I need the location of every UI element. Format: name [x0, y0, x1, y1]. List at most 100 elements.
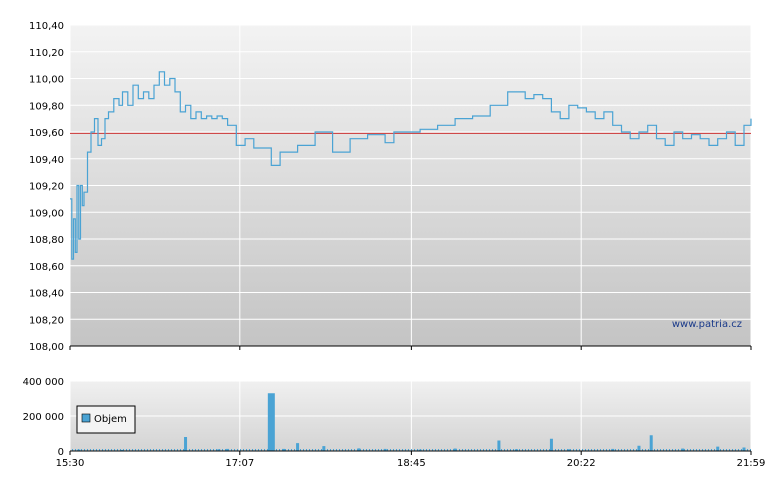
volume-bar-minor — [606, 449, 607, 451]
volume-bar-minor — [423, 449, 424, 451]
volume-bar-minor — [135, 449, 136, 451]
volume-bar — [567, 449, 571, 451]
volume-bar-minor — [489, 449, 490, 451]
volume-bar-minor — [354, 449, 355, 451]
volume-bar-minor — [294, 449, 295, 451]
volume-bar-minor — [543, 449, 544, 451]
volume-bar-minor — [321, 449, 322, 451]
volume-bar-minor — [336, 449, 337, 451]
volume-bar-minor — [177, 449, 178, 451]
volume-bar-minor — [597, 449, 598, 451]
volume-bar-minor — [225, 449, 226, 451]
volume-bar-minor — [711, 449, 712, 451]
volume-bar-minor — [243, 449, 244, 451]
volume-bar-minor — [330, 449, 331, 451]
volume-bars — [72, 393, 751, 451]
volume-x-axis-labels: 15:30 17:07 18:45 20:22 21:59 — [56, 451, 765, 469]
volume-bar — [716, 446, 720, 451]
volume-bar-minor — [636, 449, 637, 451]
volume-bar — [217, 449, 221, 451]
volume-bar-minor — [525, 449, 526, 451]
volume-bar-minor — [579, 449, 580, 451]
volume-bar-minor — [201, 449, 202, 451]
volume-bar-minor — [657, 449, 658, 451]
volume-bar-minor — [546, 449, 547, 451]
volume-bar-minor — [303, 449, 304, 451]
volume-bar-minor — [396, 449, 397, 451]
volume-bar-minor — [744, 449, 745, 451]
volume-bar-minor — [246, 449, 247, 451]
volume-bar-minor — [513, 449, 514, 451]
volume-bar-minor — [81, 449, 82, 451]
volume-bar-minor — [372, 449, 373, 451]
volume-bar-minor — [114, 449, 115, 451]
volume-bar-minor — [567, 449, 568, 451]
volume-bar — [267, 393, 275, 451]
price-y-tick-label: 108,20 — [29, 315, 64, 326]
volume-bar-minor — [117, 449, 118, 451]
volume-bar-minor — [378, 449, 379, 451]
volume-bar-minor — [651, 449, 652, 451]
price-y-tick-label: 109,80 — [29, 101, 64, 112]
volume-bar-minor — [456, 449, 457, 451]
volume-bar-minor — [561, 449, 562, 451]
volume-bar-minor — [519, 449, 520, 451]
volume-bar-minor — [258, 449, 259, 451]
volume-bar-minor — [90, 449, 91, 451]
volume-bar-minor — [726, 449, 727, 451]
volume-bar-minor — [297, 449, 298, 451]
volume-bar-minor — [369, 449, 370, 451]
legend-label: Objem — [94, 414, 127, 425]
volume-bar-minor — [600, 449, 601, 451]
volume-bar-minor — [570, 449, 571, 451]
volume-bar-minor — [705, 449, 706, 451]
volume-bar-minor — [99, 449, 100, 451]
price-y-tick-label: 110,20 — [29, 48, 64, 59]
volume-bar-minor — [486, 449, 487, 451]
volume-bar-minor — [393, 449, 394, 451]
volume-bar-minor — [693, 449, 694, 451]
volume-bar-minor — [609, 449, 610, 451]
volume-bar-minor — [291, 449, 292, 451]
volume-bar — [296, 443, 300, 451]
volume-bar-minor — [309, 449, 310, 451]
volume-bar-minor — [192, 449, 193, 451]
volume-bar — [282, 448, 286, 451]
volume-bar-minor — [366, 449, 367, 451]
volume-bar-minor — [351, 449, 352, 451]
volume-bar-minor — [450, 449, 451, 451]
volume-bar-minor — [324, 449, 325, 451]
volume-bar-minor — [279, 449, 280, 451]
volume-legend: Objem — [76, 405, 136, 434]
volume-bar-minor — [261, 449, 262, 451]
volume-bar-minor — [150, 449, 151, 451]
volume-bar-minor — [645, 449, 646, 451]
volume-bar-minor — [360, 449, 361, 451]
volume-bar-minor — [618, 449, 619, 451]
volume-bar-minor — [189, 449, 190, 451]
volume-bar-minor — [591, 449, 592, 451]
price-y-tick-label: 109,40 — [29, 155, 64, 166]
volume-bar-minor — [282, 449, 283, 451]
volume-bar-minor — [315, 449, 316, 451]
volume-bar-minor — [573, 449, 574, 451]
volume-bar-minor — [318, 449, 319, 451]
price-series-line — [70, 71, 752, 260]
volume-bar-minor — [576, 449, 577, 451]
volume-y-tick-label: 0 — [58, 447, 64, 458]
volume-bar-minor — [441, 449, 442, 451]
volume-bar-minor — [357, 449, 358, 451]
volume-bar-minor — [480, 449, 481, 451]
volume-bar-minor — [534, 449, 535, 451]
volume-bar-minor — [195, 449, 196, 451]
volume-bar-minor — [699, 449, 700, 451]
volume-bar — [681, 448, 685, 451]
volume-bar-minor — [228, 449, 229, 451]
volume-bar — [649, 435, 653, 451]
volume-bar-minor — [123, 449, 124, 451]
volume-bar-minor — [660, 449, 661, 451]
volume-bar-minor — [132, 449, 133, 451]
price-y-tick-label: 108,60 — [29, 262, 64, 273]
volume-bar-minor — [168, 449, 169, 451]
volume-bar — [121, 449, 125, 451]
